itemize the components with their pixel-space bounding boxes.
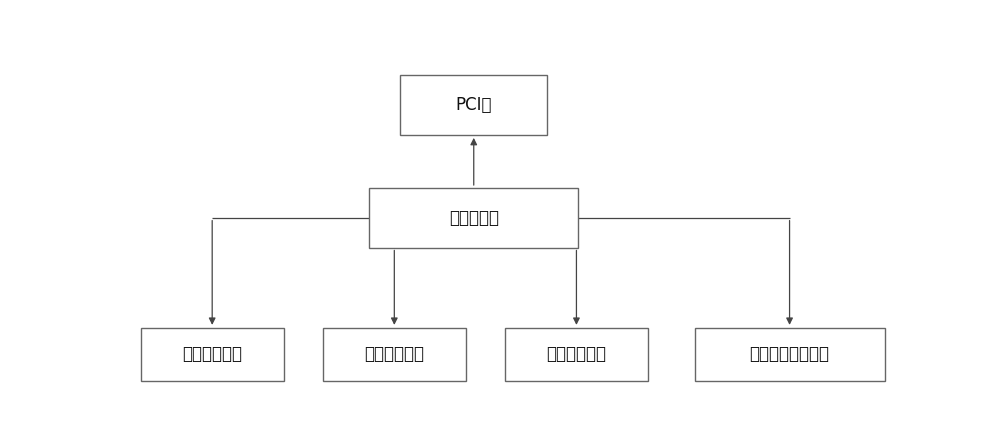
Text: PCI卡: PCI卡 [455,96,492,114]
Bar [140,328,284,381]
Text: 射频接收模块: 射频接收模块 [364,345,424,363]
Text: 射频发射模块: 射频发射模块 [182,345,242,363]
Text: 梯度发射模块: 梯度发射模块 [546,345,606,363]
Bar [505,328,648,381]
Bar [695,328,885,381]
Bar [369,188,578,248]
Text: 射频能量监测模块: 射频能量监测模块 [750,345,830,363]
Text: 时钟源模块: 时钟源模块 [449,209,499,227]
Bar [323,328,466,381]
Bar [400,75,547,135]
